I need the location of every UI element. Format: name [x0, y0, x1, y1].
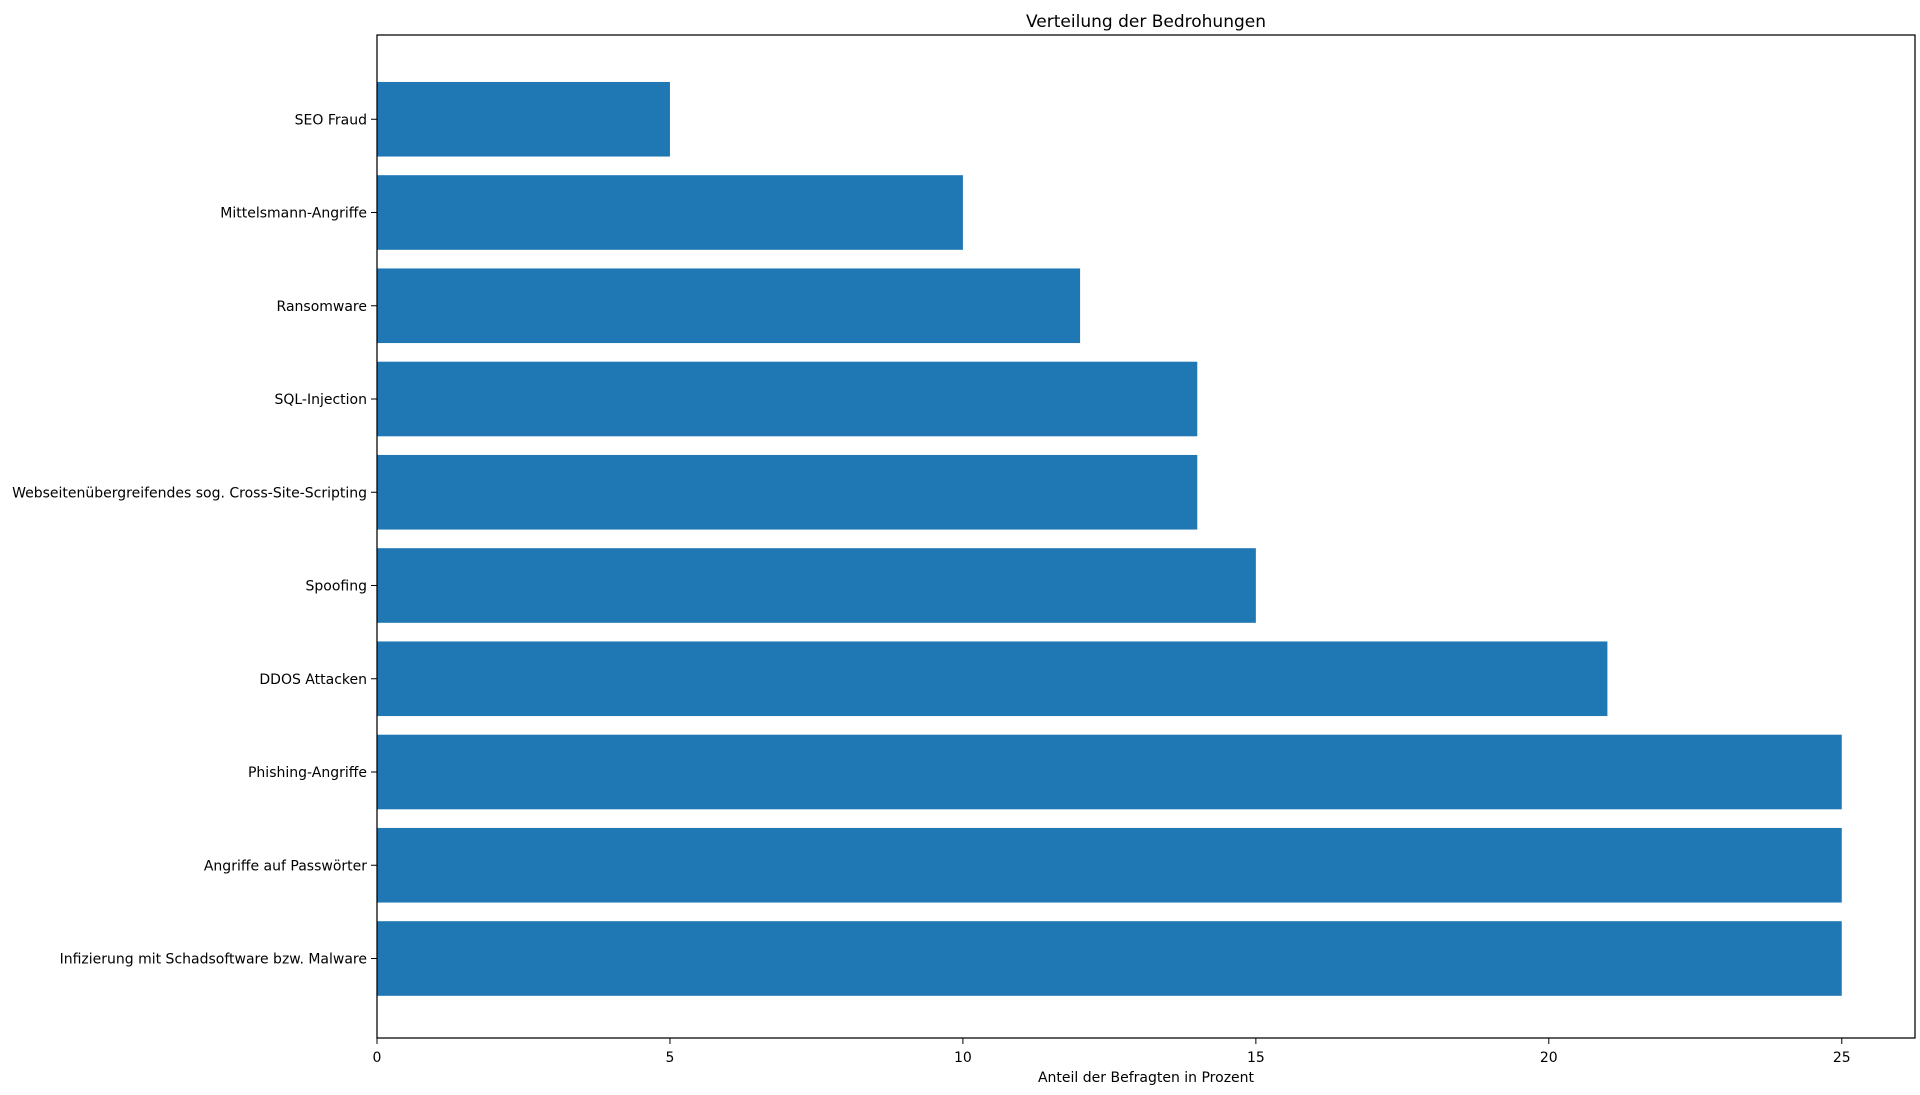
y-tick-label: Spoofing	[306, 579, 367, 595]
x-axis-label: Anteil der Befragten in Prozent	[1038, 1070, 1255, 1086]
bar	[377, 827, 1842, 903]
y-tick-label: SQL-Injection	[274, 392, 367, 408]
x-tick-label: 5	[665, 1050, 674, 1066]
plot-frame	[376, 34, 1916, 1039]
y-axis-ticks: Infizierung mit Schadsoftware bzw. Malwa…	[12, 112, 377, 968]
y-tick-label: Infizierung mit Schadsoftware bzw. Malwa…	[60, 952, 367, 968]
y-tick-label: Webseitenübergreifendes sog. Cross-Site-…	[12, 485, 367, 501]
bar	[377, 361, 1198, 437]
chart-title: Verteilung der Bedrohungen	[1026, 12, 1266, 32]
bar	[377, 454, 1198, 530]
x-tick-label: 25	[1833, 1050, 1851, 1066]
x-tick-label: 0	[373, 1050, 382, 1066]
x-tick-label: 20	[1540, 1050, 1558, 1066]
bar	[377, 921, 1842, 996]
y-tick-label: Mittelsmann-Angriffe	[220, 206, 367, 222]
bar	[377, 175, 963, 250]
bar	[377, 268, 1081, 344]
bar	[377, 734, 1842, 810]
bar	[377, 548, 1256, 623]
bar	[377, 641, 1608, 717]
y-tick-label: Angriffe auf Passwörter	[204, 858, 367, 874]
y-tick-label: SEO Fraud	[295, 112, 367, 128]
x-axis-ticks: 0 5 10 15 20 25	[373, 1038, 1851, 1066]
y-tick-label: Phishing-Angriffe	[248, 765, 367, 781]
x-tick-label: 15	[1247, 1050, 1265, 1066]
bars-layer	[377, 81, 1842, 996]
y-tick-label: DDOS Attacken	[259, 672, 367, 688]
bar	[377, 81, 670, 157]
x-tick-label: 10	[954, 1050, 972, 1066]
y-tick-label: Ransomware	[277, 299, 367, 315]
